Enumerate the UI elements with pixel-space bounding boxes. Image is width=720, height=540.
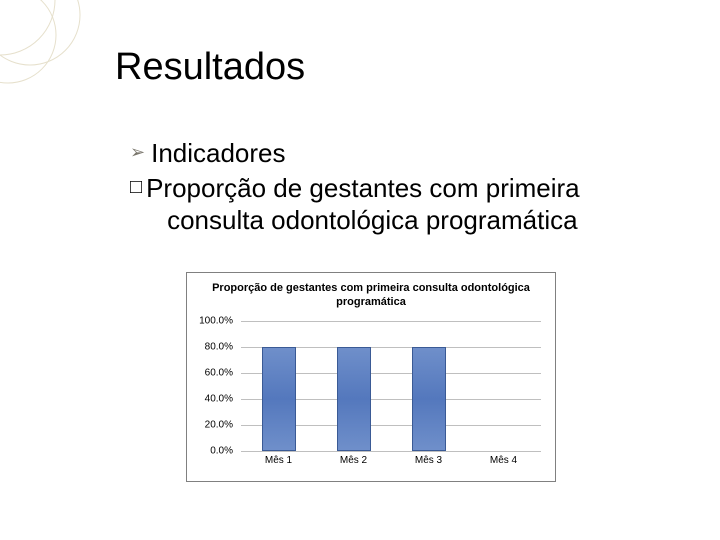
page-title: Resultados [115,46,305,89]
x-axis: Mês 1Mês 2Mês 3Mês 4 [241,455,541,475]
y-tick-label: 100.0% [199,316,233,327]
bar-chart: Proporção de gestantes com primeira cons… [186,272,556,482]
bar [262,347,296,451]
arrow-bullet-icon: ➢ [130,138,145,166]
y-tick-label: 60.0% [205,368,233,379]
gridline [241,321,541,322]
bullet-list: ➢ Indicadores □ Proporção de gestantes c… [130,138,670,240]
plot-area [241,321,541,451]
x-tick-label: Mês 2 [316,455,391,466]
y-tick-label: 20.0% [205,420,233,431]
y-tick-label: 80.0% [205,342,233,353]
square-bullet-icon: □ [130,172,142,202]
gridline [241,451,541,452]
bullet-2-line1: Proporção de gestantes com primeira [146,172,580,204]
bullet-1-text: Indicadores [151,138,285,168]
x-tick-label: Mês 3 [391,455,466,466]
decorative-circles [0,0,110,110]
bullet-2-line2: consulta odontológica programática [167,204,580,236]
chart-title: Proporção de gestantes com primeira cons… [187,273,555,314]
y-axis: 0.0%20.0%40.0%60.0%80.0%100.0% [187,321,237,451]
y-tick-label: 40.0% [205,394,233,405]
x-tick-label: Mês 1 [241,455,316,466]
bar [412,347,446,451]
bar [337,347,371,451]
y-tick-label: 0.0% [210,446,233,457]
x-tick-label: Mês 4 [466,455,541,466]
